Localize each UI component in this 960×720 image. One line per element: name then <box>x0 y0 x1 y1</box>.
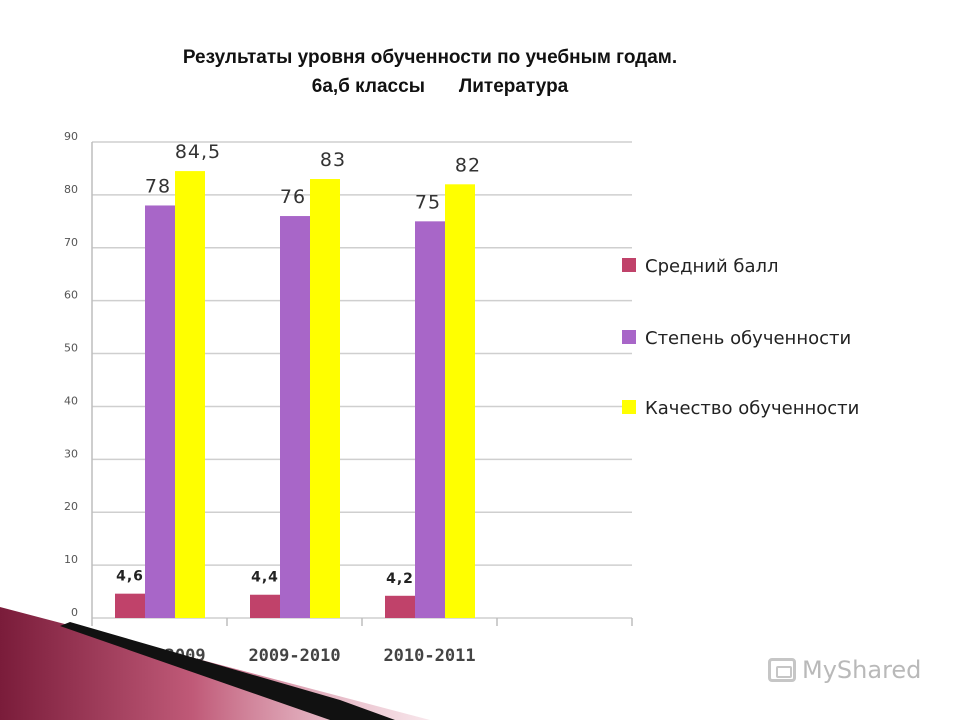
chart-subtitle: 6а,б классы Литература <box>10 76 870 98</box>
data-label: 83 <box>320 149 346 171</box>
y-tick-label: 40 <box>64 394 78 407</box>
chart-title: Результаты уровня обученности по учебным… <box>182 47 678 68</box>
x-tick-label: 2009-2010 <box>248 646 340 666</box>
bar-1-2010-2011 <box>385 595 415 618</box>
y-axis-ticks: 0 10 20 30 40 50 60 70 80 90 <box>64 130 78 619</box>
y-tick-label: 60 <box>64 289 78 302</box>
decorative-wedge <box>0 607 430 720</box>
bar-2-2010-2011 <box>415 221 445 619</box>
data-label: 84,5 <box>175 141 221 163</box>
bar-1-2008-2009 <box>115 593 145 618</box>
legend-swatch-learning-level <box>622 330 636 344</box>
subtitle-subject: Литература <box>458 76 569 97</box>
x-tick-label: 2010-2011 <box>383 646 475 666</box>
y-tick-label: 80 <box>64 183 78 196</box>
legend-label: Степень обученности <box>645 328 852 349</box>
legend-label: Качество обученности <box>645 398 860 419</box>
data-label: 82 <box>455 154 481 176</box>
data-label: 75 <box>415 191 441 213</box>
bar-3-2009-2010 <box>310 179 340 618</box>
data-label: 4,4 <box>251 570 279 586</box>
watermark-text: MyShared <box>802 656 922 684</box>
data-label: 78 <box>145 175 171 197</box>
bar-1-2009-2010 <box>250 594 280 618</box>
watermark: MyShared <box>768 656 921 684</box>
decorative-arrow <box>60 622 395 720</box>
legend-item-learning-level: Степень обученности <box>622 328 851 349</box>
y-tick-label: 0 <box>71 606 78 619</box>
y-tick-label: 70 <box>64 236 78 249</box>
data-label: 76 <box>280 186 306 208</box>
legend-item-average-score: Средний балл <box>622 256 779 277</box>
subtitle-classes: 6а,б классы <box>311 76 425 97</box>
bar-3-2010-2011 <box>445 184 475 619</box>
bar-2-2008-2009 <box>145 205 175 618</box>
y-tick-label: 10 <box>64 553 78 566</box>
legend-swatch-learning-quality <box>622 400 636 414</box>
legend-label: Средний балл <box>645 256 779 277</box>
bars <box>115 171 475 619</box>
data-label: 4,2 <box>386 571 414 587</box>
legend-item-learning-quality: Качество обученности <box>622 398 859 419</box>
legend-swatch-average-score <box>622 258 636 272</box>
y-tick-label: 90 <box>64 130 78 143</box>
y-tick-label: 50 <box>64 342 78 355</box>
presentation-icon <box>768 658 796 682</box>
y-tick-label: 30 <box>64 447 78 460</box>
bar-2-2009-2010 <box>280 216 310 619</box>
bar-3-2008-2009 <box>175 171 205 619</box>
data-label: 4,6 <box>116 569 144 585</box>
y-tick-label: 20 <box>64 500 78 513</box>
